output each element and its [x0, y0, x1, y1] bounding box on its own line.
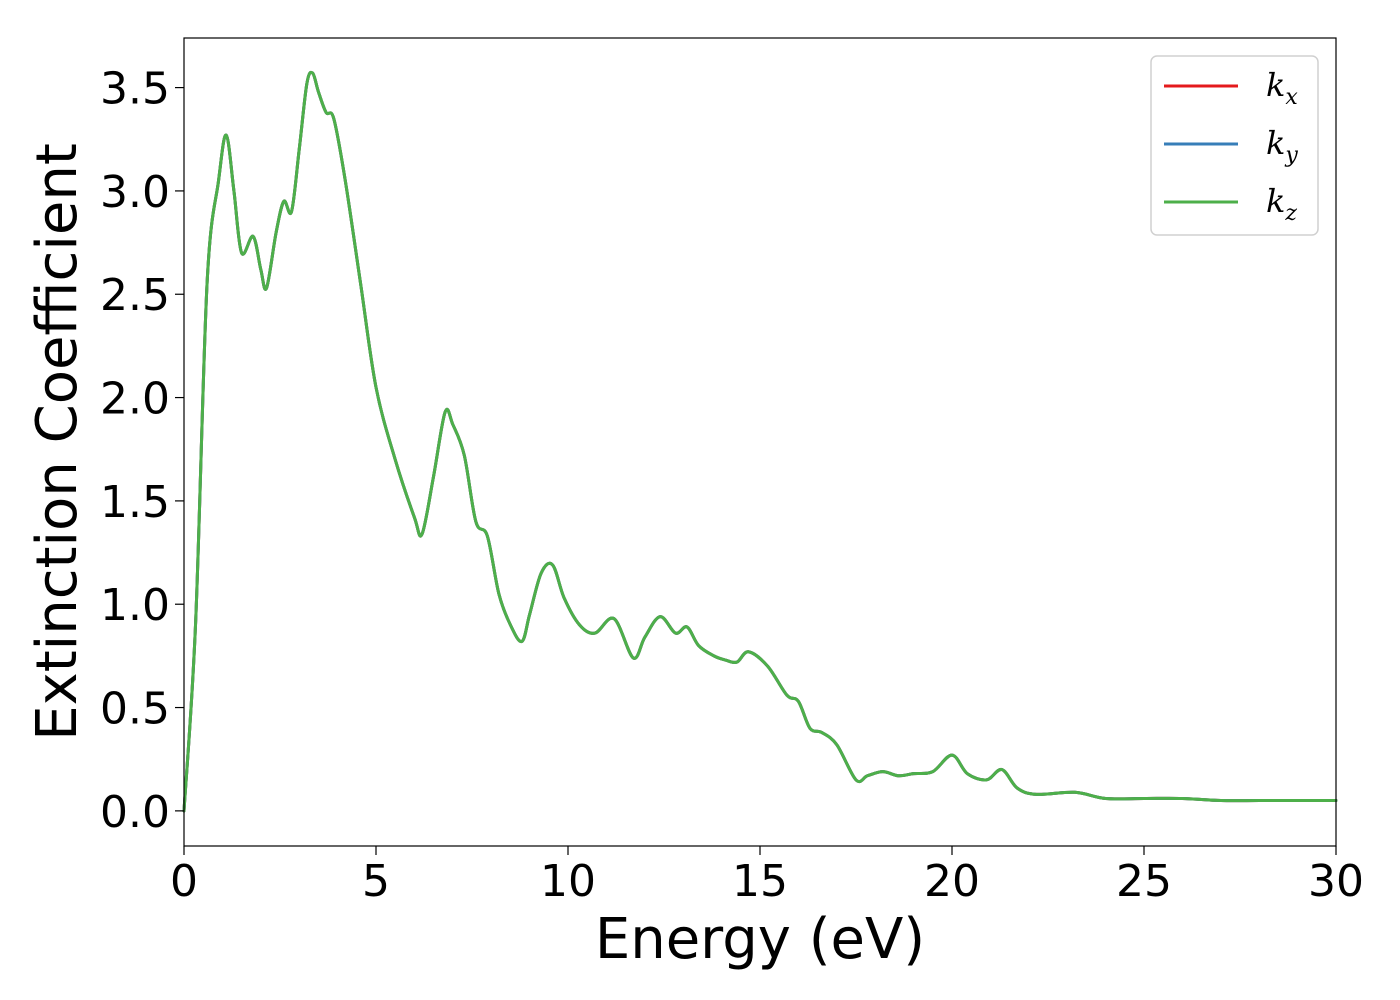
- y-tick-label: 1.5: [100, 477, 170, 528]
- x-tick-label: 30: [1308, 856, 1364, 907]
- y-tick-label: 0.5: [100, 684, 170, 735]
- legend: kx ky kz: [1150, 55, 1319, 236]
- y-axis-label: Extinction Coefficient: [25, 143, 90, 741]
- y-tick-label: 0.0: [100, 787, 170, 838]
- series-layer: [182, 70, 1338, 813]
- series-line-kz: [182, 70, 1338, 813]
- plot-area: [184, 38, 1336, 846]
- legend-label-kz: kz: [1266, 182, 1297, 226]
- x-tick-label: 20: [924, 856, 980, 907]
- x-tick-label: 15: [732, 856, 788, 907]
- y-tick-label: 1.0: [100, 580, 170, 631]
- y-tick-label: 3.0: [100, 167, 170, 218]
- y-tick-label: 2.0: [100, 374, 170, 425]
- x-tick-label: 10: [540, 856, 596, 907]
- x-tick-label: 5: [362, 856, 390, 907]
- y-tick-label: 3.5: [100, 64, 170, 115]
- x-tick-label: 0: [170, 856, 198, 907]
- y-tick-label: 2.5: [100, 270, 170, 321]
- legend-label-kx: kx: [1266, 66, 1298, 110]
- x-axis-ticks: 0 5 10 15 20 25 30: [170, 846, 1364, 907]
- y-axis-ticks: 0.0 0.5 1.0 1.5 2.0 2.5 3.0 3.5: [100, 64, 184, 838]
- legend-label-ky: ky: [1266, 124, 1298, 168]
- legend-entries: kx ky kz: [1164, 66, 1298, 226]
- x-axis-label: Energy (eV): [595, 907, 925, 972]
- x-tick-label: 25: [1116, 856, 1172, 907]
